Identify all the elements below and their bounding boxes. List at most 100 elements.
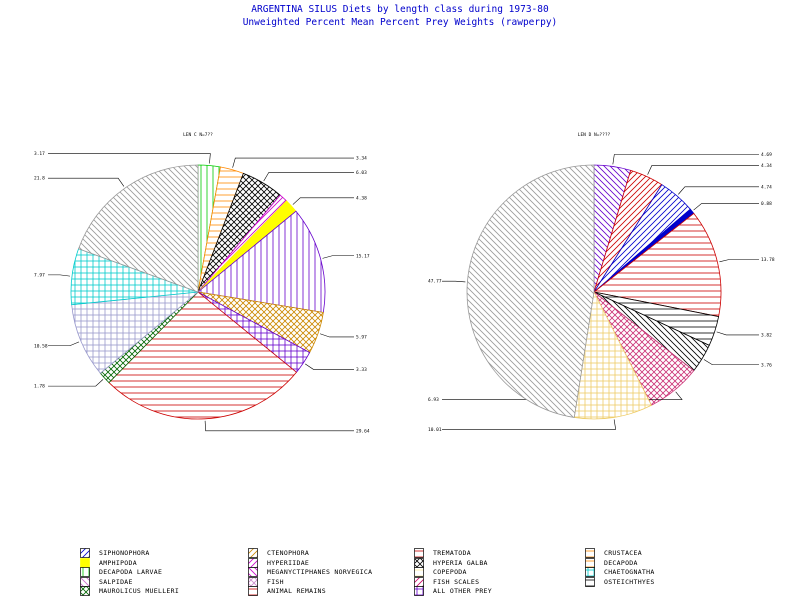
leader-line xyxy=(693,203,759,211)
slice-label: 3.76 xyxy=(761,362,772,368)
slice-label: 15.17 xyxy=(356,253,370,259)
leader-line xyxy=(263,172,354,182)
leader-line xyxy=(232,157,354,168)
leader-line xyxy=(204,420,354,432)
slice-label: 3.33 xyxy=(356,367,367,373)
slice-label: 21.8 xyxy=(34,176,45,182)
legend-swatch xyxy=(248,557,258,568)
legend-label: HYPERIIDAE xyxy=(267,558,310,567)
legend-item-amphipoda: AMPHIPODA xyxy=(80,557,137,568)
legend-label: DECAPODA xyxy=(604,558,638,567)
legend-item-salpidae: SALPIDAE xyxy=(80,576,133,587)
slice-label: 6.03 xyxy=(356,170,367,176)
slice-label: 0.88 xyxy=(761,201,772,207)
legend-label: SALPIDAE xyxy=(99,577,133,586)
leader-line xyxy=(612,154,759,165)
legend-item-decapoda: DECAPODA xyxy=(585,557,638,568)
legend-swatch xyxy=(414,548,424,558)
legend-label: ALL OTHER PREY xyxy=(433,587,492,596)
pie-charts: LEN C N=7?? 3.17 3.34 6.03 4.38 15.17 5.97 3.33… xyxy=(34,132,775,434)
leader-line xyxy=(48,153,211,164)
legend-label: AMPHIPODA xyxy=(99,558,137,567)
leader-line xyxy=(292,197,354,205)
pie-slice-siphonophora xyxy=(197,210,326,313)
chart-title-block: ARGENTINA SILUS Diets by length class du… xyxy=(0,3,800,29)
legend-swatch xyxy=(585,557,595,568)
legend-item-trematoda: TREMATODA xyxy=(414,548,471,558)
legend-label: OSTEICHTHYES xyxy=(604,577,655,586)
legend-item-crustacea: CRUSTACEA xyxy=(585,548,642,558)
legend-item-all-other-prey: ALL OTHER PREY xyxy=(414,586,492,597)
legend-swatch xyxy=(414,557,424,568)
legend-item-hyperia-galba: HYPERIA GALBA xyxy=(414,557,488,568)
pie-title: LEN D N=???? xyxy=(578,132,611,138)
leader-line xyxy=(48,177,125,187)
pie-chart-left: LEN C N=7?? 3.17 3.34 6.03 4.38 15.17 5.97 3.33… xyxy=(34,132,370,434)
legend-swatch xyxy=(248,576,258,587)
legend-label: CTENOPHORA xyxy=(267,549,310,557)
legend-swatch xyxy=(248,548,258,558)
slice-label: 13.78 xyxy=(761,257,775,263)
legend-swatch xyxy=(80,586,90,597)
legend-swatch xyxy=(248,567,258,578)
legend-item-animal-remains: ANIMAL REMAINS xyxy=(248,586,326,597)
slice-label: 4.34 xyxy=(761,163,772,169)
legend-item-decapoda-larvae: DECAPODA LARVAE xyxy=(80,567,163,578)
legend-item-siphonophora: SIPHONOPHORA xyxy=(80,548,150,558)
leader-line xyxy=(703,359,759,366)
leader-line xyxy=(442,419,617,430)
slice-label: 10.01 xyxy=(428,427,442,433)
leader-line xyxy=(48,341,80,347)
legend-label: TREMATODA xyxy=(433,549,471,557)
legend-label: HYPERIA GALBA xyxy=(433,558,488,567)
legend-swatch xyxy=(248,586,258,597)
legend-swatch xyxy=(80,576,90,587)
slice-label: 7.97 xyxy=(34,272,45,278)
leader-line xyxy=(719,259,759,263)
pie-title: LEN C N=7?? xyxy=(183,132,213,138)
legend-label: DECAPODA LARVAE xyxy=(99,568,163,577)
pie-slice-fish xyxy=(71,291,200,374)
legend-item-hyperiidae: HYPERIIDAE xyxy=(248,557,310,568)
legend-item-fish: FISH xyxy=(248,576,284,587)
legend-label: ANIMAL REMAINS xyxy=(267,587,326,596)
legend-item-copepoda: COPEPODA xyxy=(414,567,467,578)
leader-line xyxy=(678,186,759,195)
legend-label: MAUROLICUS MUELLERI xyxy=(99,587,180,596)
pie-slice-copepoda xyxy=(573,290,652,420)
legend-item-ctenophora: CTENOPHORA xyxy=(248,548,309,558)
legend-swatch xyxy=(414,586,424,597)
legend-item-fish-scales: FISH SCALES xyxy=(414,576,479,587)
slice-label: 5.97 xyxy=(356,334,367,340)
legend-label: CRUSTACEA xyxy=(604,549,642,557)
slice-label: 3.17 xyxy=(34,151,45,157)
pie-slice-meganyctiphanes-norvegica xyxy=(78,164,199,293)
slice-label: 4.69 xyxy=(761,152,772,158)
legend-label: COPEPODA xyxy=(433,568,467,577)
slice-label: 10.58 xyxy=(34,343,48,349)
leader-line xyxy=(304,363,354,370)
legend-swatch xyxy=(414,567,424,578)
legend-item-chaetognatha: CHAETOGNATHA xyxy=(585,567,655,578)
legend: SIPHONOPHORA CTENOPHORA TREMATODA CRUSTACEA… xyxy=(80,548,800,597)
leader-line xyxy=(716,331,759,336)
slice-label: 47.77 xyxy=(428,279,442,285)
legend-item-maurolicus-muelleri: MAUROLICUS MUELLERI xyxy=(80,586,180,597)
legend-swatch xyxy=(585,567,595,578)
pie-chart-right: LEN D N=???? 4.69 4.34 4.74 0.88 13.78 3.82 3.7… xyxy=(428,132,775,433)
legend-swatch xyxy=(585,576,595,587)
pie-slice-animal-remains xyxy=(108,291,297,420)
leader-line xyxy=(442,391,683,400)
leader-line xyxy=(647,165,759,175)
pie-slice-meganyctiphanes-norvegica xyxy=(466,164,595,418)
slice-label: 3.82 xyxy=(761,332,772,338)
legend-label: CHAETOGNATHA xyxy=(604,568,655,577)
legend-label: SIPHONOPHORA xyxy=(99,549,150,557)
chart-subtitle: Unweighted Percent Mean Percent Prey Wei… xyxy=(242,17,558,28)
legend-swatch xyxy=(80,548,90,558)
pie-slice-animal-remains xyxy=(593,212,722,318)
leader-line xyxy=(48,379,104,387)
slice-label: 4.74 xyxy=(761,184,772,190)
slice-label: 3.34 xyxy=(356,156,367,162)
slice-label: 6.93 xyxy=(428,397,439,403)
